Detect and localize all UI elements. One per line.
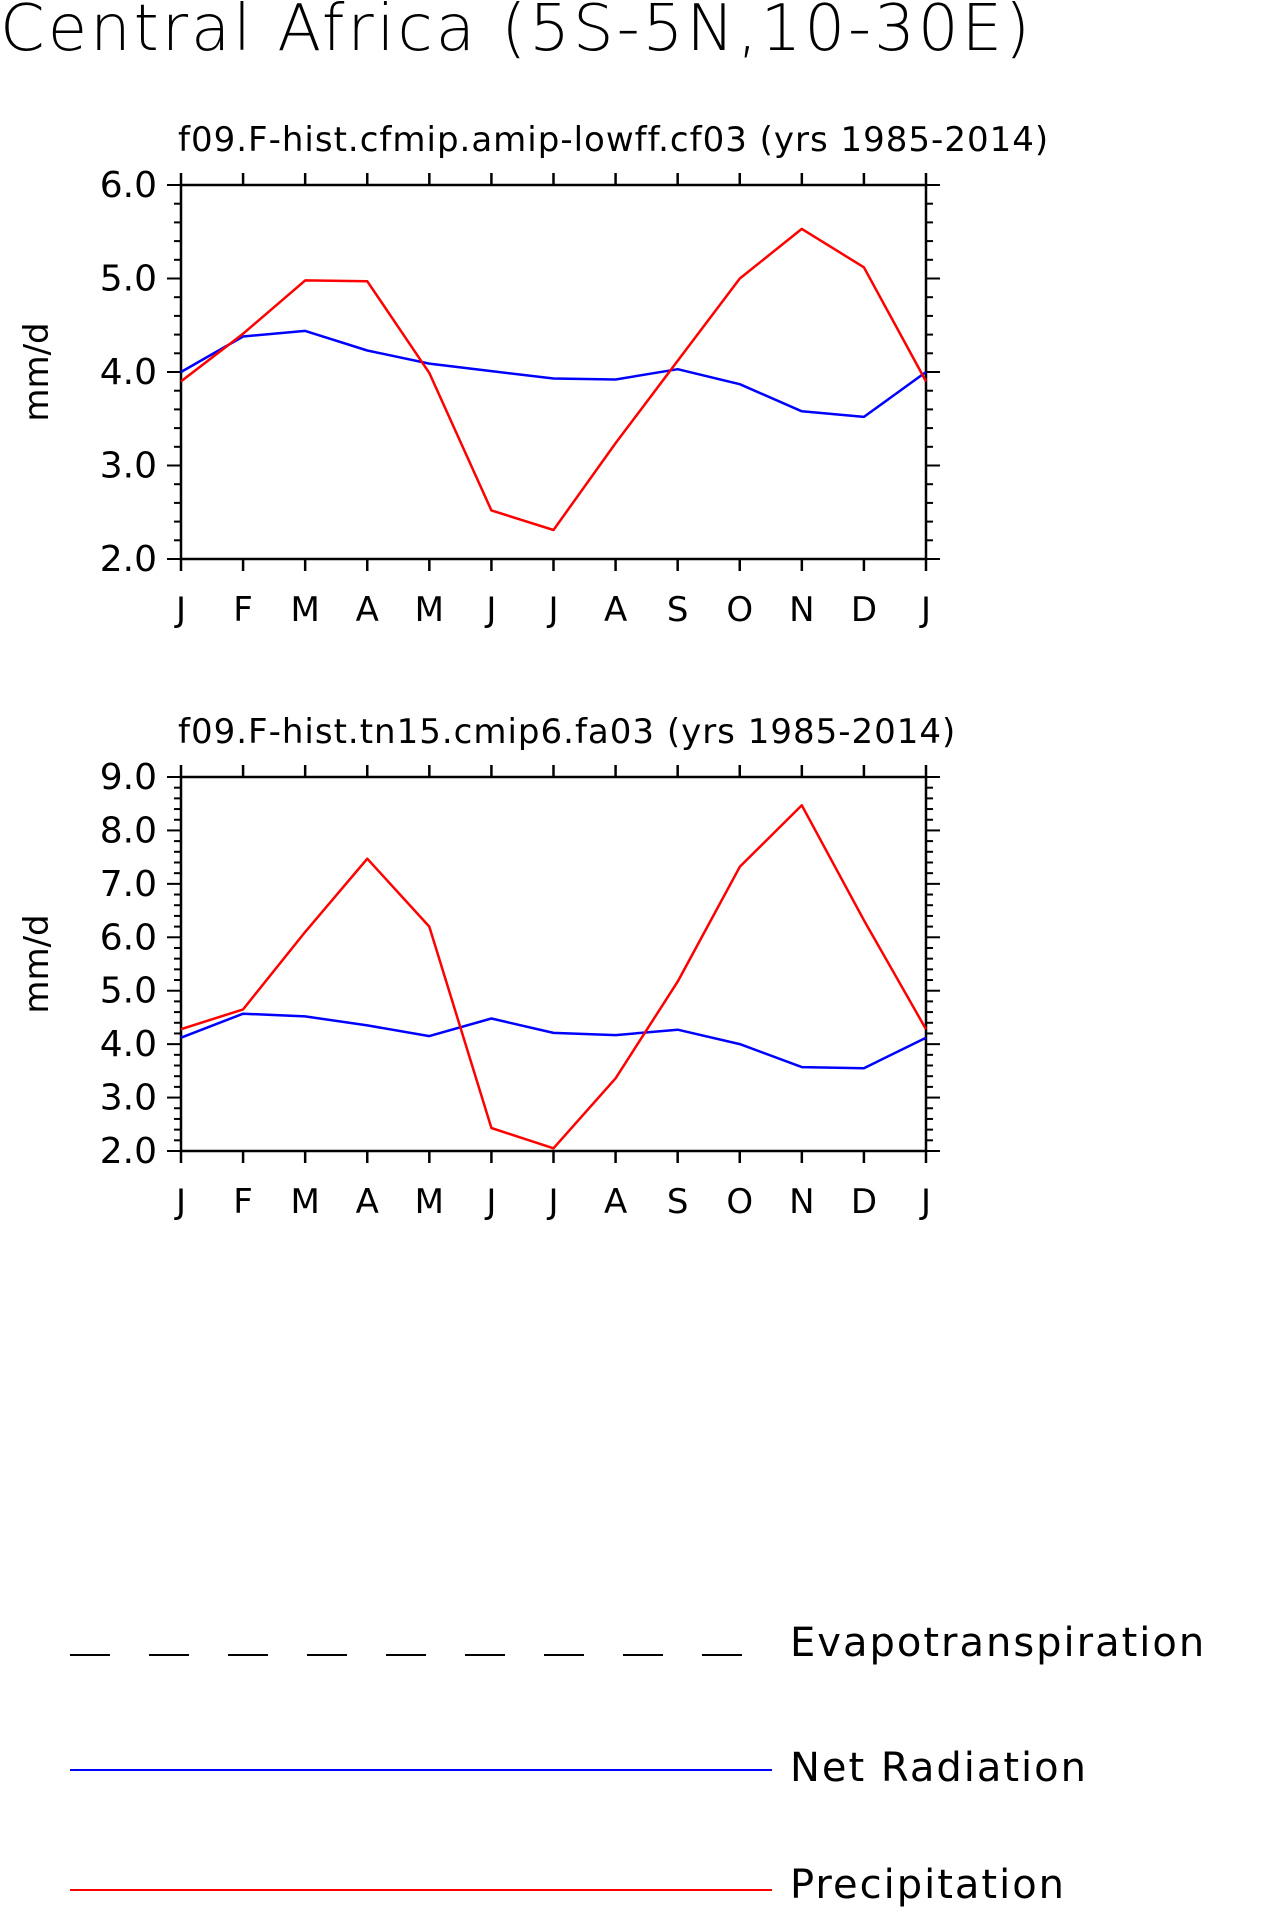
y-axis-label: mm/d	[17, 322, 57, 421]
x-tick-label: D	[851, 590, 877, 630]
y-tick-label: 5.0	[100, 971, 157, 1012]
x-tick-label: N	[789, 1182, 814, 1222]
legend-label-precipitation: Precipitation	[790, 1862, 1067, 1908]
y-tick-label: 3.0	[100, 1078, 157, 1119]
plot-frame	[179, 775, 928, 1153]
x-tick-label: N	[789, 590, 814, 630]
x-tick-label: A	[604, 590, 627, 630]
x-tick-label: O	[726, 1182, 753, 1222]
page-title: Central Africa (5S-5N,10-30E)	[0, 0, 1033, 66]
chart-2: J F M A M J J A S O N D J2.03.04.05.06.07.08.09.0mm/…	[17, 757, 940, 1222]
x-tick-label: M	[290, 1182, 319, 1222]
x-tick-label: O	[726, 590, 753, 630]
y-tick-label: 6.0	[100, 917, 157, 958]
x-tick-label: J	[919, 1182, 931, 1222]
x-tick-label: F	[233, 1182, 253, 1222]
x-tick-label: D	[851, 1182, 877, 1222]
x-tick-label: J	[546, 1182, 558, 1222]
chart-2-title: f09.F-hist.tn15.cmip6.fa03 (yrs 1985-201…	[178, 712, 957, 752]
x-tick-label: A	[356, 590, 379, 630]
legend-label-net-radiation: Net Radiation	[790, 1745, 1088, 1791]
legend-label-evapotranspiration: Evapotranspiration	[790, 1620, 1207, 1666]
x-tick-label: J	[174, 1182, 186, 1222]
plot-frame	[179, 183, 928, 561]
y-tick-label: 6.0	[100, 165, 157, 206]
x-tick-label: J	[484, 1182, 496, 1222]
x-tick-label: M	[415, 590, 444, 630]
series-line-net-radiation	[180, 329, 927, 419]
x-tick-label: J	[484, 590, 496, 630]
y-axis-label: mm/d	[17, 914, 57, 1013]
x-tick-label: F	[233, 590, 253, 630]
y-tick-label: 2.0	[100, 1131, 157, 1172]
x-tick-label: J	[174, 590, 186, 630]
series-line-precipitation	[180, 227, 928, 532]
x-tick-label: S	[667, 590, 689, 630]
x-tick-label: M	[415, 1182, 444, 1222]
y-tick-label: 4.0	[100, 352, 157, 393]
series-line-net-radiation	[180, 1012, 927, 1070]
x-tick-label: A	[604, 1182, 627, 1222]
y-tick-label: 7.0	[100, 864, 157, 905]
x-tick-label: M	[290, 590, 319, 630]
x-tick-label: J	[546, 590, 558, 630]
y-tick-label: 3.0	[100, 446, 157, 487]
y-tick-label: 4.0	[100, 1024, 157, 1065]
y-tick-label: 9.0	[100, 757, 157, 798]
x-tick-label: A	[356, 1182, 379, 1222]
y-tick-label: 8.0	[100, 810, 157, 851]
series-line-precipitation	[180, 804, 928, 1150]
y-tick-label: 5.0	[100, 259, 157, 300]
x-tick-label: S	[667, 1182, 689, 1222]
y-tick-label: 2.0	[100, 539, 157, 580]
x-tick-label: J	[919, 590, 931, 630]
chart-1-title: f09.F-hist.cfmip.amip-lowff.cf03 (yrs 19…	[178, 120, 1050, 160]
chart-1: J F M A M J J A S O N D J2.03.04.05.06.0mm/d	[17, 165, 940, 630]
